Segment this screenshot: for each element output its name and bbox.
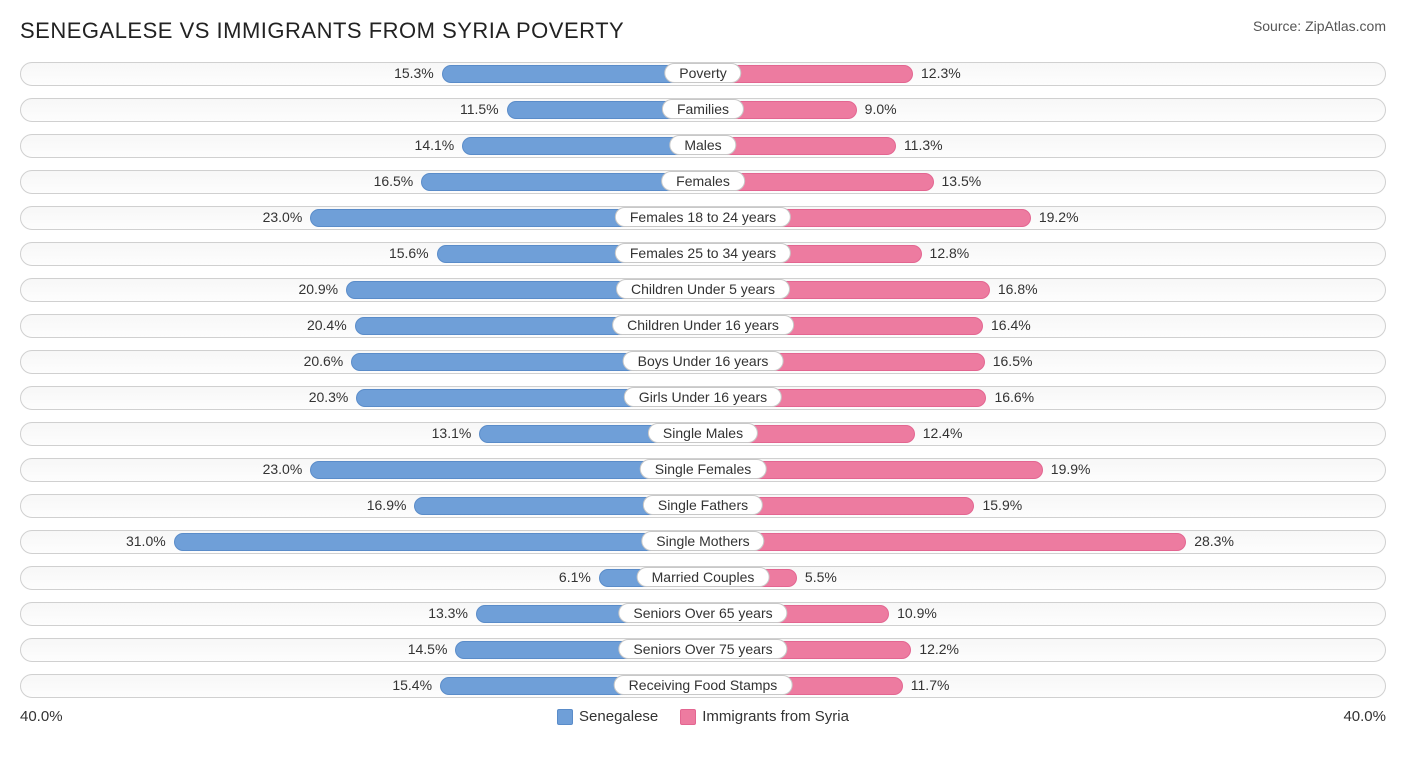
chart-row: 15.6% 12.8% Females 25 to 34 years <box>20 238 1386 270</box>
value-right: 13.5% <box>942 173 982 189</box>
value-left: 16.9% <box>367 497 407 513</box>
chart-row: 20.6% 16.5% Boys Under 16 years <box>20 346 1386 378</box>
value-right: 16.4% <box>991 317 1031 333</box>
row-label: Married Couples <box>637 567 770 587</box>
chart-header: SENEGALESE VS IMMIGRANTS FROM SYRIA POVE… <box>20 18 1386 44</box>
value-right: 12.8% <box>930 245 970 261</box>
chart-row: 23.0% 19.9% Single Females <box>20 454 1386 486</box>
chart-row: 6.1% 5.5% Married Couples <box>20 562 1386 594</box>
chart-row: 23.0% 19.2% Females 18 to 24 years <box>20 202 1386 234</box>
value-left: 14.5% <box>408 641 448 657</box>
value-right: 11.7% <box>911 677 950 693</box>
row-label: Poverty <box>664 63 741 83</box>
value-right: 28.3% <box>1194 533 1234 549</box>
value-left: 20.6% <box>304 353 344 369</box>
row-label: Single Fathers <box>643 495 763 515</box>
chart-row: 14.5% 12.2% Seniors Over 75 years <box>20 634 1386 666</box>
chart-row: 20.9% 16.8% Children Under 5 years <box>20 274 1386 306</box>
chart-row: 13.3% 10.9% Seniors Over 65 years <box>20 598 1386 630</box>
value-right: 5.5% <box>805 569 837 585</box>
value-right: 16.5% <box>993 353 1033 369</box>
value-left: 15.4% <box>392 677 432 693</box>
value-left: 23.0% <box>263 209 303 225</box>
chart-row: 20.4% 16.4% Children Under 16 years <box>20 310 1386 342</box>
chart-title: SENEGALESE VS IMMIGRANTS FROM SYRIA POVE… <box>20 18 624 44</box>
chart-row: 13.1% 12.4% Single Males <box>20 418 1386 450</box>
value-left: 20.4% <box>307 317 347 333</box>
chart-row: 20.3% 16.6% Girls Under 16 years <box>20 382 1386 414</box>
value-left: 6.1% <box>559 569 591 585</box>
value-right: 19.2% <box>1039 209 1079 225</box>
chart-row: 11.5% 9.0% Families <box>20 94 1386 126</box>
bar-right <box>703 533 1186 551</box>
source-link[interactable]: ZipAtlas.com <box>1305 18 1386 34</box>
row-label: Single Mothers <box>641 531 764 551</box>
row-label: Girls Under 16 years <box>624 387 782 407</box>
row-label: Children Under 16 years <box>612 315 794 335</box>
source-prefix: Source: <box>1253 18 1305 34</box>
value-right: 12.2% <box>919 641 959 657</box>
value-right: 11.3% <box>904 137 943 153</box>
row-label: Children Under 5 years <box>616 279 790 299</box>
axis-right-max: 40.0% <box>1343 708 1386 725</box>
legend-item-right: Immigrants from Syria <box>680 708 849 725</box>
axis-left-max: 40.0% <box>20 708 63 725</box>
value-right: 16.6% <box>994 389 1034 405</box>
value-right: 19.9% <box>1051 461 1091 477</box>
value-left: 13.3% <box>428 605 468 621</box>
row-label: Females <box>661 171 745 191</box>
bar-left <box>174 533 703 551</box>
value-right: 9.0% <box>865 101 897 117</box>
bar-left <box>462 137 703 155</box>
chart-row: 15.4% 11.7% Receiving Food Stamps <box>20 670 1386 702</box>
legend-swatch-left <box>557 709 573 725</box>
value-left: 16.5% <box>374 173 414 189</box>
row-label: Single Males <box>648 423 758 443</box>
row-label: Seniors Over 75 years <box>618 639 787 659</box>
chart-source: Source: ZipAtlas.com <box>1253 18 1386 34</box>
row-label: Males <box>669 135 736 155</box>
chart-row: 14.1% 11.3% Males <box>20 130 1386 162</box>
row-label: Single Females <box>640 459 767 479</box>
value-left: 11.5% <box>460 101 499 117</box>
legend-swatch-right <box>680 709 696 725</box>
row-label: Boys Under 16 years <box>623 351 784 371</box>
value-left: 20.3% <box>309 389 349 405</box>
value-left: 14.1% <box>415 137 455 153</box>
legend-label-left: Senegalese <box>579 708 658 725</box>
legend: Senegalese Immigrants from Syria <box>557 708 849 725</box>
chart-row: 16.9% 15.9% Single Fathers <box>20 490 1386 522</box>
row-label: Females 18 to 24 years <box>615 207 791 227</box>
value-right: 16.8% <box>998 281 1038 297</box>
chart-row: 31.0% 28.3% Single Mothers <box>20 526 1386 558</box>
value-left: 15.6% <box>389 245 429 261</box>
row-label: Females 25 to 34 years <box>615 243 791 263</box>
value-right: 12.3% <box>921 65 961 81</box>
row-label: Receiving Food Stamps <box>614 675 793 695</box>
chart-footer: 40.0% Senegalese Immigrants from Syria 4… <box>20 708 1386 725</box>
row-label: Families <box>662 99 744 119</box>
value-left: 15.3% <box>394 65 434 81</box>
chart-row: 15.3% 12.3% Poverty <box>20 58 1386 90</box>
value-right: 12.4% <box>923 425 963 441</box>
value-left: 13.1% <box>432 425 472 441</box>
legend-item-left: Senegalese <box>557 708 658 725</box>
diverging-bar-chart: 15.3%12.3%Poverty11.5%9.0%Families14.1%1… <box>20 58 1386 702</box>
value-left: 20.9% <box>298 281 338 297</box>
value-right: 10.9% <box>897 605 937 621</box>
value-left: 31.0% <box>126 533 166 549</box>
legend-label-right: Immigrants from Syria <box>702 708 849 725</box>
row-label: Seniors Over 65 years <box>618 603 787 623</box>
value-left: 23.0% <box>263 461 303 477</box>
value-right: 15.9% <box>982 497 1022 513</box>
chart-row: 16.5% 13.5% Females <box>20 166 1386 198</box>
